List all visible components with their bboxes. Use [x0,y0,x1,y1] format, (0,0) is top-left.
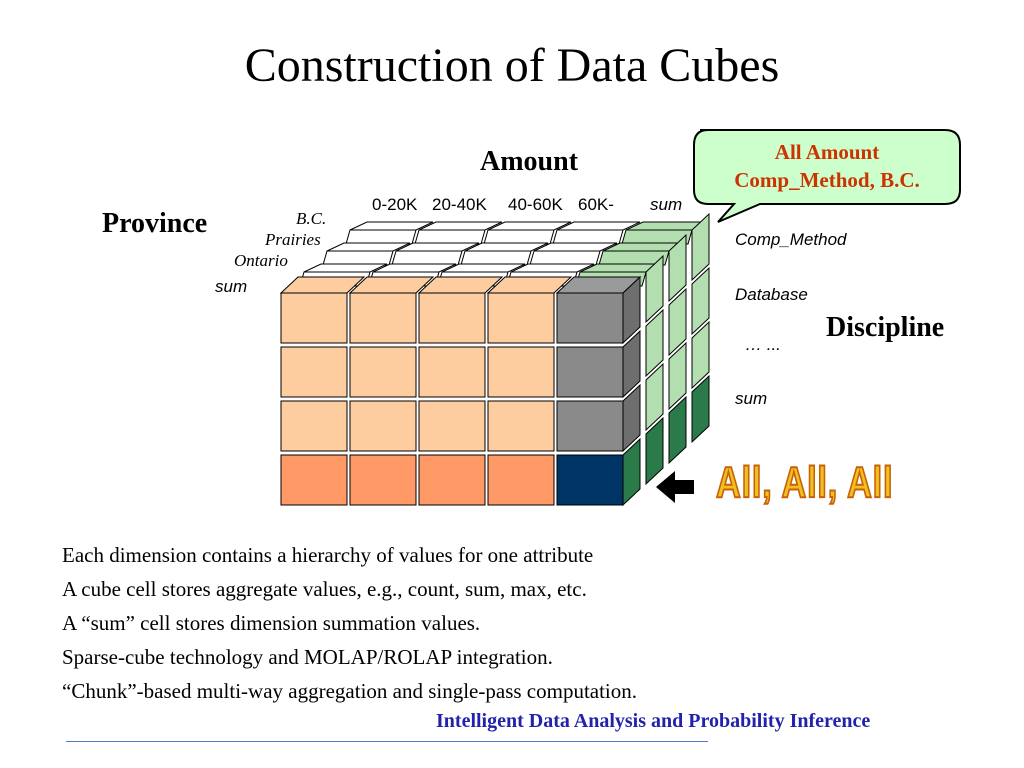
callout-text: All Amount Comp_Method, B.C. [700,138,954,194]
amount-value-3: 60K- [578,195,614,214]
cube-front-cell [418,292,486,344]
cube-top-cell [345,229,417,245]
province-value-sum: sum [215,277,248,296]
discipline-value-ellipsis: … ... [745,335,781,354]
callout-bubble [693,129,961,223]
bullet-item: Sparse-cube technology and MOLAP/ROLAP i… [62,645,553,669]
cube-top-cell [529,250,601,266]
cube-side-cell [668,233,687,303]
cube-top-cell [598,250,670,266]
cube-front-cell [280,292,348,344]
province-value-ontario: Ontario [234,251,288,270]
amount-dimension-label: Amount [480,146,579,177]
cube-side-cell [645,254,664,324]
amount-value-0: 0-20K [372,195,418,214]
cube-front-cell [418,454,486,506]
cube-front-cell [487,292,555,344]
discipline-dimension-label: Discipline [826,312,945,343]
cube-front-cell [556,292,624,344]
cube-front-cell [556,346,624,398]
left-arrow-icon [656,471,694,503]
cube-side-cell [645,308,664,378]
discipline-value-comp-method: Comp_Method [735,230,847,249]
cube-side-cell [691,374,710,444]
callout-line-2: Comp_Method, B.C. [734,168,920,192]
cube-top-cell [414,229,486,245]
cube-front-cell [556,400,624,452]
bullet-item: Each dimension contains a hierarchy of v… [62,543,594,567]
discipline-value-database: Database [735,285,808,304]
cube-front-cell [418,400,486,452]
cube-front-cell [280,454,348,506]
cube-front-cell [556,454,624,506]
cube-front-cell [349,454,417,506]
callout-line-1: All Amount [774,140,880,164]
cube-top-face [279,276,366,294]
cube-side-cell [668,395,687,465]
footer-divider [66,741,708,742]
cube-right-face [622,383,641,453]
cube-front-cell [487,454,555,506]
cube-side-cell [668,287,687,357]
cube-top-cell [322,250,394,266]
slide-title: Construction of Data Cubes [244,39,780,92]
cube-front-cell [418,346,486,398]
cube-front-cell [349,346,417,398]
cube-right-face [622,275,641,345]
province-value-bc: B.C. [296,209,327,228]
cube-side-cell [645,362,664,432]
bullet-list: Each dimension contains a hierarchy of v… [62,538,637,708]
cube-top-cell [391,250,463,266]
province-dimension-label: Province [102,208,208,239]
cube-front-cell [487,346,555,398]
amount-value-1: 20-40K [432,195,487,214]
discipline-value-sum: sum [735,389,768,408]
cube-top-cell [483,229,555,245]
cube-side-cell [691,266,710,336]
bullet-item: A cube cell stores aggregate values, e.g… [62,577,587,601]
cube-side-cell [645,416,664,486]
cube-right-face [622,437,641,507]
cube-top-cell [460,250,532,266]
cube-front-cell [280,400,348,452]
bullet-item: A “sum” cell stores dimension summation … [62,611,481,635]
cube-front-cell [280,346,348,398]
cube-side-cell [691,320,710,390]
amount-value-2: 40-60K [508,195,563,214]
cube-top-cell [621,229,693,245]
cube-top-cell [552,229,624,245]
cube-front-cell [487,400,555,452]
all-all-all-label: All, All, All [715,457,894,508]
cube-side-cell [668,341,687,411]
cube-side-cell [691,212,710,282]
cube-front-cell [349,400,417,452]
cube-right-face [622,329,641,399]
province-value-prairies: Prairies [265,230,321,249]
cube-front-cell [349,292,417,344]
footer-text: Intelligent Data Analysis and Probabilit… [436,710,871,732]
amount-value-sum: sum [650,195,683,214]
bullet-item: “Chunk”-based multi-way aggregation and … [62,679,638,703]
